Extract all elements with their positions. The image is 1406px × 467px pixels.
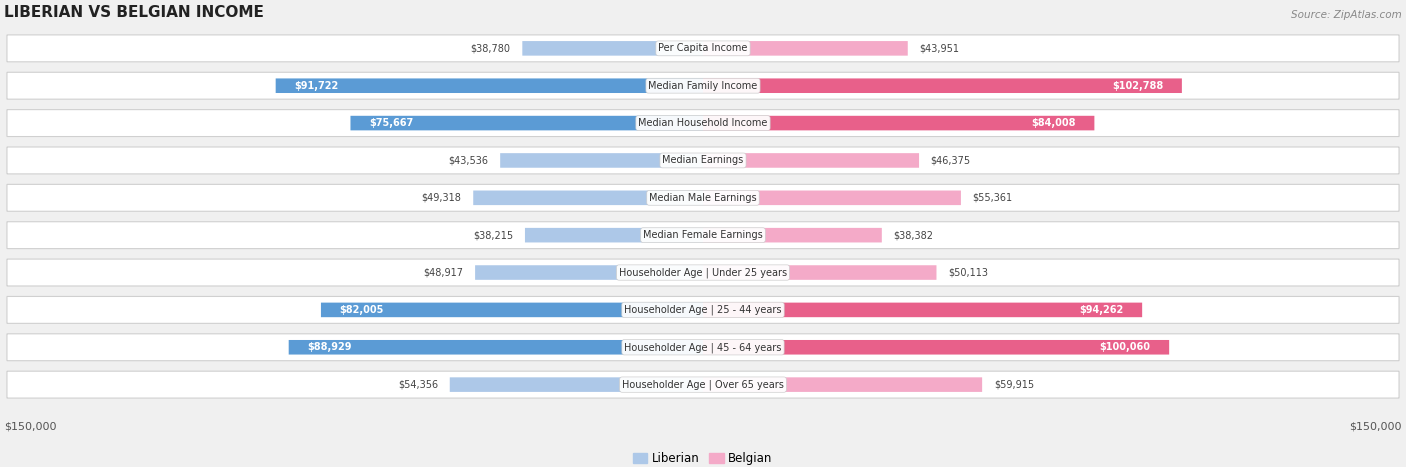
Text: $59,915: $59,915 — [994, 380, 1033, 389]
FancyBboxPatch shape — [288, 340, 703, 354]
Text: $102,788: $102,788 — [1112, 81, 1163, 91]
FancyBboxPatch shape — [450, 377, 703, 392]
Text: $38,382: $38,382 — [893, 230, 934, 240]
Text: $38,780: $38,780 — [471, 43, 510, 53]
Text: $54,356: $54,356 — [398, 380, 439, 389]
Text: $43,536: $43,536 — [449, 156, 488, 165]
FancyBboxPatch shape — [7, 35, 1399, 62]
FancyBboxPatch shape — [7, 297, 1399, 323]
Text: $49,318: $49,318 — [422, 193, 461, 203]
Text: Source: ZipAtlas.com: Source: ZipAtlas.com — [1291, 10, 1402, 21]
Text: $48,917: $48,917 — [423, 268, 464, 277]
Text: Median Household Income: Median Household Income — [638, 118, 768, 128]
Text: $50,113: $50,113 — [948, 268, 988, 277]
Text: Per Capita Income: Per Capita Income — [658, 43, 748, 53]
Text: $43,951: $43,951 — [920, 43, 959, 53]
Legend: Liberian, Belgian: Liberian, Belgian — [628, 447, 778, 467]
FancyBboxPatch shape — [475, 265, 703, 280]
FancyBboxPatch shape — [7, 259, 1399, 286]
Text: $100,060: $100,060 — [1099, 342, 1150, 352]
FancyBboxPatch shape — [7, 110, 1399, 136]
Text: $150,000: $150,000 — [1350, 422, 1402, 432]
Text: $84,008: $84,008 — [1031, 118, 1076, 128]
Text: $55,361: $55,361 — [973, 193, 1012, 203]
FancyBboxPatch shape — [350, 116, 703, 130]
FancyBboxPatch shape — [703, 153, 920, 168]
FancyBboxPatch shape — [703, 377, 983, 392]
FancyBboxPatch shape — [501, 153, 703, 168]
FancyBboxPatch shape — [703, 303, 1142, 317]
Text: $150,000: $150,000 — [4, 422, 56, 432]
FancyBboxPatch shape — [7, 371, 1399, 398]
FancyBboxPatch shape — [703, 340, 1170, 354]
Text: $46,375: $46,375 — [931, 156, 970, 165]
FancyBboxPatch shape — [7, 184, 1399, 211]
FancyBboxPatch shape — [703, 116, 1094, 130]
FancyBboxPatch shape — [276, 78, 703, 93]
FancyBboxPatch shape — [522, 41, 703, 56]
Text: Householder Age | 25 - 44 years: Householder Age | 25 - 44 years — [624, 304, 782, 315]
Text: Median Female Earnings: Median Female Earnings — [643, 230, 763, 240]
Text: $75,667: $75,667 — [370, 118, 413, 128]
FancyBboxPatch shape — [703, 228, 882, 242]
FancyBboxPatch shape — [7, 334, 1399, 361]
Text: $38,215: $38,215 — [474, 230, 513, 240]
FancyBboxPatch shape — [703, 191, 960, 205]
Text: $88,929: $88,929 — [308, 342, 352, 352]
Text: Householder Age | Over 65 years: Householder Age | Over 65 years — [621, 379, 785, 390]
FancyBboxPatch shape — [7, 222, 1399, 248]
Text: Householder Age | Under 25 years: Householder Age | Under 25 years — [619, 267, 787, 278]
Text: Median Family Income: Median Family Income — [648, 81, 758, 91]
Text: LIBERIAN VS BELGIAN INCOME: LIBERIAN VS BELGIAN INCOME — [4, 5, 264, 21]
FancyBboxPatch shape — [7, 147, 1399, 174]
Text: $91,722: $91,722 — [294, 81, 339, 91]
Text: Median Earnings: Median Earnings — [662, 156, 744, 165]
FancyBboxPatch shape — [474, 191, 703, 205]
FancyBboxPatch shape — [524, 228, 703, 242]
FancyBboxPatch shape — [321, 303, 703, 317]
Text: Median Male Earnings: Median Male Earnings — [650, 193, 756, 203]
FancyBboxPatch shape — [7, 72, 1399, 99]
FancyBboxPatch shape — [703, 78, 1182, 93]
Text: Householder Age | 45 - 64 years: Householder Age | 45 - 64 years — [624, 342, 782, 353]
FancyBboxPatch shape — [703, 41, 908, 56]
Text: $94,262: $94,262 — [1080, 305, 1123, 315]
FancyBboxPatch shape — [703, 265, 936, 280]
Text: $82,005: $82,005 — [340, 305, 384, 315]
